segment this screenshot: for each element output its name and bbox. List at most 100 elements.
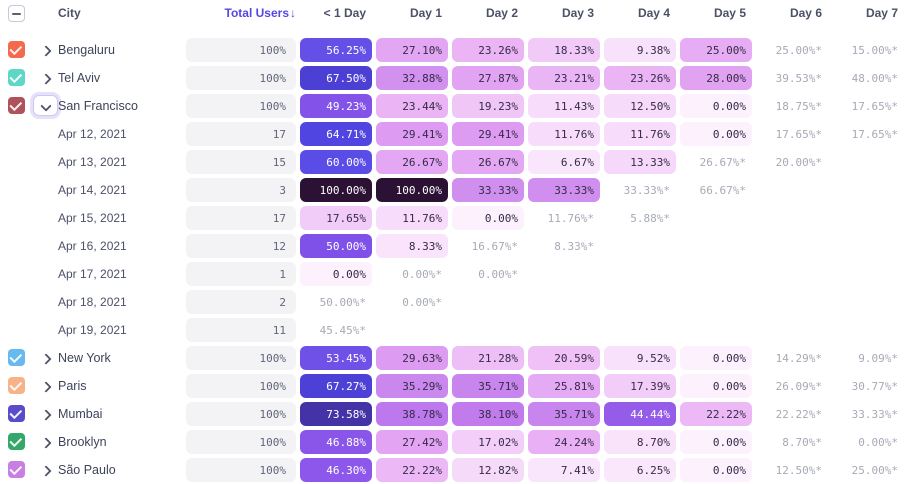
retention-cell[interactable]: 9.52% (604, 346, 676, 370)
retention-cell[interactable]: 73.58% (300, 402, 372, 426)
retention-cell[interactable]: 0.00% (452, 206, 524, 230)
retention-cell[interactable]: 23.21% (528, 66, 600, 90)
retention-cell[interactable]: 0.00% (680, 122, 752, 146)
retention-cell[interactable]: 64.71% (300, 122, 372, 146)
retention-cell-estimate: 30.77%* (851, 379, 898, 393)
retention-cell[interactable]: 21.28% (452, 346, 524, 370)
retention-cell[interactable]: 38.10% (452, 402, 524, 426)
chevron-right-icon[interactable] (40, 465, 52, 477)
retention-cell[interactable]: 33.33% (452, 178, 524, 202)
row-checkbox[interactable] (8, 349, 25, 366)
retention-cell[interactable]: 0.00% (680, 374, 752, 398)
retention-cell[interactable]: 26.67% (452, 150, 524, 174)
retention-cell[interactable]: 27.42% (376, 430, 448, 454)
retention-cell[interactable]: 11.76% (528, 122, 600, 146)
retention-cell[interactable]: 22.22% (376, 458, 448, 482)
retention-cell[interactable]: 26.67% (376, 150, 448, 174)
chevron-right-icon[interactable] (40, 409, 52, 421)
retention-cell[interactable]: 27.10% (376, 38, 448, 62)
retention-cell[interactable]: 17.39% (604, 374, 676, 398)
row-checkbox[interactable] (8, 69, 25, 86)
retention-cell[interactable]: 46.88% (300, 430, 372, 454)
retention-cell[interactable]: 23.26% (604, 66, 676, 90)
chevron-right-icon[interactable] (40, 353, 52, 365)
retention-cell[interactable]: 33.33% (528, 178, 600, 202)
select-all-checkbox[interactable] (8, 5, 25, 22)
retention-cell[interactable]: 29.41% (376, 122, 448, 146)
date-label: Apr 18, 2021 (58, 295, 127, 309)
retention-cell[interactable]: 49.23% (300, 94, 372, 118)
row-checkbox[interactable] (8, 41, 25, 58)
row-checkbox[interactable] (8, 405, 25, 422)
retention-cell[interactable]: 60.00% (300, 150, 372, 174)
collapse-row-button[interactable] (33, 95, 58, 116)
retention-cell[interactable]: 29.63% (376, 346, 448, 370)
column-header-total-users[interactable]: Total Users↓ (186, 5, 296, 21)
city-label: Paris (58, 379, 87, 393)
retention-cell[interactable]: 9.38% (604, 38, 676, 62)
retention-cell[interactable]: 67.27% (300, 374, 372, 398)
retention-cell[interactable]: 20.59% (528, 346, 600, 370)
date-label: Apr 17, 2021 (58, 267, 127, 281)
retention-cell[interactable]: 18.33% (528, 38, 600, 62)
city-label: Brooklyn (58, 435, 107, 449)
retention-cell[interactable]: 23.26% (452, 38, 524, 62)
retention-cell[interactable]: 25.81% (528, 374, 600, 398)
retention-cell[interactable]: 0.00% (680, 346, 752, 370)
retention-cell[interactable]: 44.44% (604, 402, 676, 426)
retention-cell[interactable]: 12.82% (452, 458, 524, 482)
chevron-right-icon[interactable] (40, 437, 52, 449)
retention-cell[interactable]: 0.00% (680, 94, 752, 118)
row-checkbox[interactable] (8, 433, 25, 450)
retention-cell[interactable]: 13.33% (604, 150, 676, 174)
row-checkbox[interactable] (8, 377, 25, 394)
retention-cell[interactable]: 8.70% (604, 430, 676, 454)
retention-cell[interactable]: 6.25% (604, 458, 676, 482)
retention-cell[interactable]: 8.33% (376, 234, 448, 258)
chevron-right-icon[interactable] (40, 381, 52, 393)
table-row-date: Apr 14, 2021 3 100.00% 100.00% 33.33% 33.33% 3… (0, 176, 920, 204)
retention-cell[interactable]: 35.71% (528, 402, 600, 426)
retention-cell[interactable]: 11.76% (376, 206, 448, 230)
retention-cell[interactable]: 32.88% (376, 66, 448, 90)
retention-cell[interactable]: 24.24% (528, 430, 600, 454)
retention-cell[interactable]: 56.25% (300, 38, 372, 62)
retention-cell-estimate: 9.09%* (858, 351, 898, 365)
retention-cell[interactable]: 17.65% (300, 206, 372, 230)
retention-cell[interactable]: 17.02% (452, 430, 524, 454)
table-row-brooklyn: Brooklyn 100% 46.88% 27.42% 17.02% 24.24% 8.70… (0, 428, 920, 456)
retention-cell-estimate: 8.70%* (782, 435, 822, 449)
retention-cell[interactable]: 12.50% (604, 94, 676, 118)
city-label: San Francisco (58, 99, 138, 113)
retention-cell-estimate: 0.00%* (478, 267, 518, 281)
retention-cell[interactable]: 46.30% (300, 458, 372, 482)
retention-cell[interactable]: 53.45% (300, 346, 372, 370)
total-users-cell: 1 (186, 262, 296, 286)
retention-cell[interactable]: 38.78% (376, 402, 448, 426)
retention-cell[interactable]: 7.41% (528, 458, 600, 482)
row-checkbox[interactable] (8, 97, 25, 114)
retention-cell[interactable]: 0.00% (680, 430, 752, 454)
retention-cell[interactable]: 0.00% (680, 458, 752, 482)
retention-cell-estimate: 50.00%* (319, 295, 366, 309)
retention-cell[interactable]: 0.00% (300, 262, 372, 286)
retention-cell[interactable]: 11.76% (604, 122, 676, 146)
chevron-right-icon[interactable] (40, 45, 52, 57)
retention-cell[interactable]: 27.87% (452, 66, 524, 90)
row-checkbox[interactable] (8, 461, 25, 478)
retention-cell[interactable]: 11.43% (528, 94, 600, 118)
retention-cell[interactable]: 19.23% (452, 94, 524, 118)
retention-cell[interactable]: 50.00% (300, 234, 372, 258)
retention-cell[interactable]: 100.00% (376, 178, 448, 202)
retention-cell[interactable]: 35.29% (376, 374, 448, 398)
retention-cell[interactable]: 100.00% (300, 178, 372, 202)
chevron-right-icon[interactable] (40, 73, 52, 85)
retention-cell[interactable]: 35.71% (452, 374, 524, 398)
retention-cell[interactable]: 29.41% (452, 122, 524, 146)
retention-cell[interactable]: 22.22% (680, 402, 752, 426)
retention-cell[interactable]: 67.50% (300, 66, 372, 90)
retention-cell[interactable]: 23.44% (376, 94, 448, 118)
retention-cell[interactable]: 6.67% (528, 150, 600, 174)
retention-cell[interactable]: 28.00% (680, 66, 752, 90)
retention-cell[interactable]: 25.00% (680, 38, 752, 62)
